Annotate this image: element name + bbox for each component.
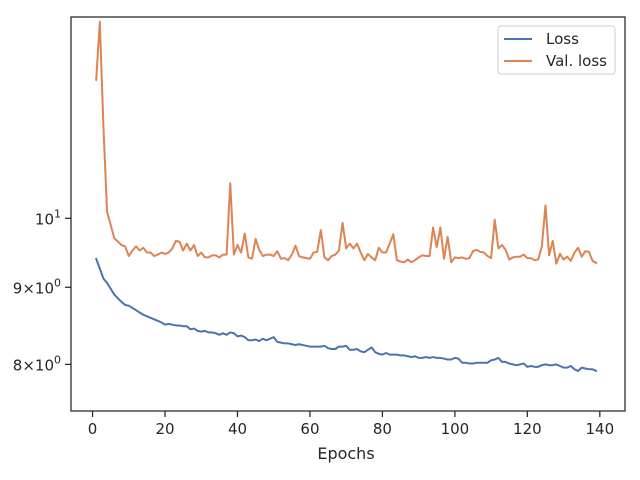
legend[interactable]: Loss Val. loss [497,25,616,75]
y-tick-label: 9×100 [13,276,61,297]
x-tick-label: 60 [300,420,319,438]
plot-area [70,16,626,412]
x-tick-label: 100 [441,420,470,438]
series-line-loss [95,257,598,372]
x-axis-label: Epochs [317,444,374,463]
y-tick-label: 101 [35,207,61,228]
y-tick-label: 8×100 [13,353,61,374]
x-axis: 0 20 40 60 80 100 120 140 [88,411,614,438]
x-tick-label: 0 [88,420,98,438]
series-line-val-loss [95,20,598,265]
x-tick-label: 20 [155,420,174,438]
x-tick-label: 80 [373,420,392,438]
x-tick-label: 120 [513,420,542,438]
y-axis: 8×100 9×100 101 [13,207,71,374]
legend-label: Loss [546,30,579,48]
plot-frame [70,16,626,412]
legend-label: Val. loss [546,52,607,70]
x-tick-label: 140 [585,420,614,438]
x-tick-label: 40 [228,420,247,438]
